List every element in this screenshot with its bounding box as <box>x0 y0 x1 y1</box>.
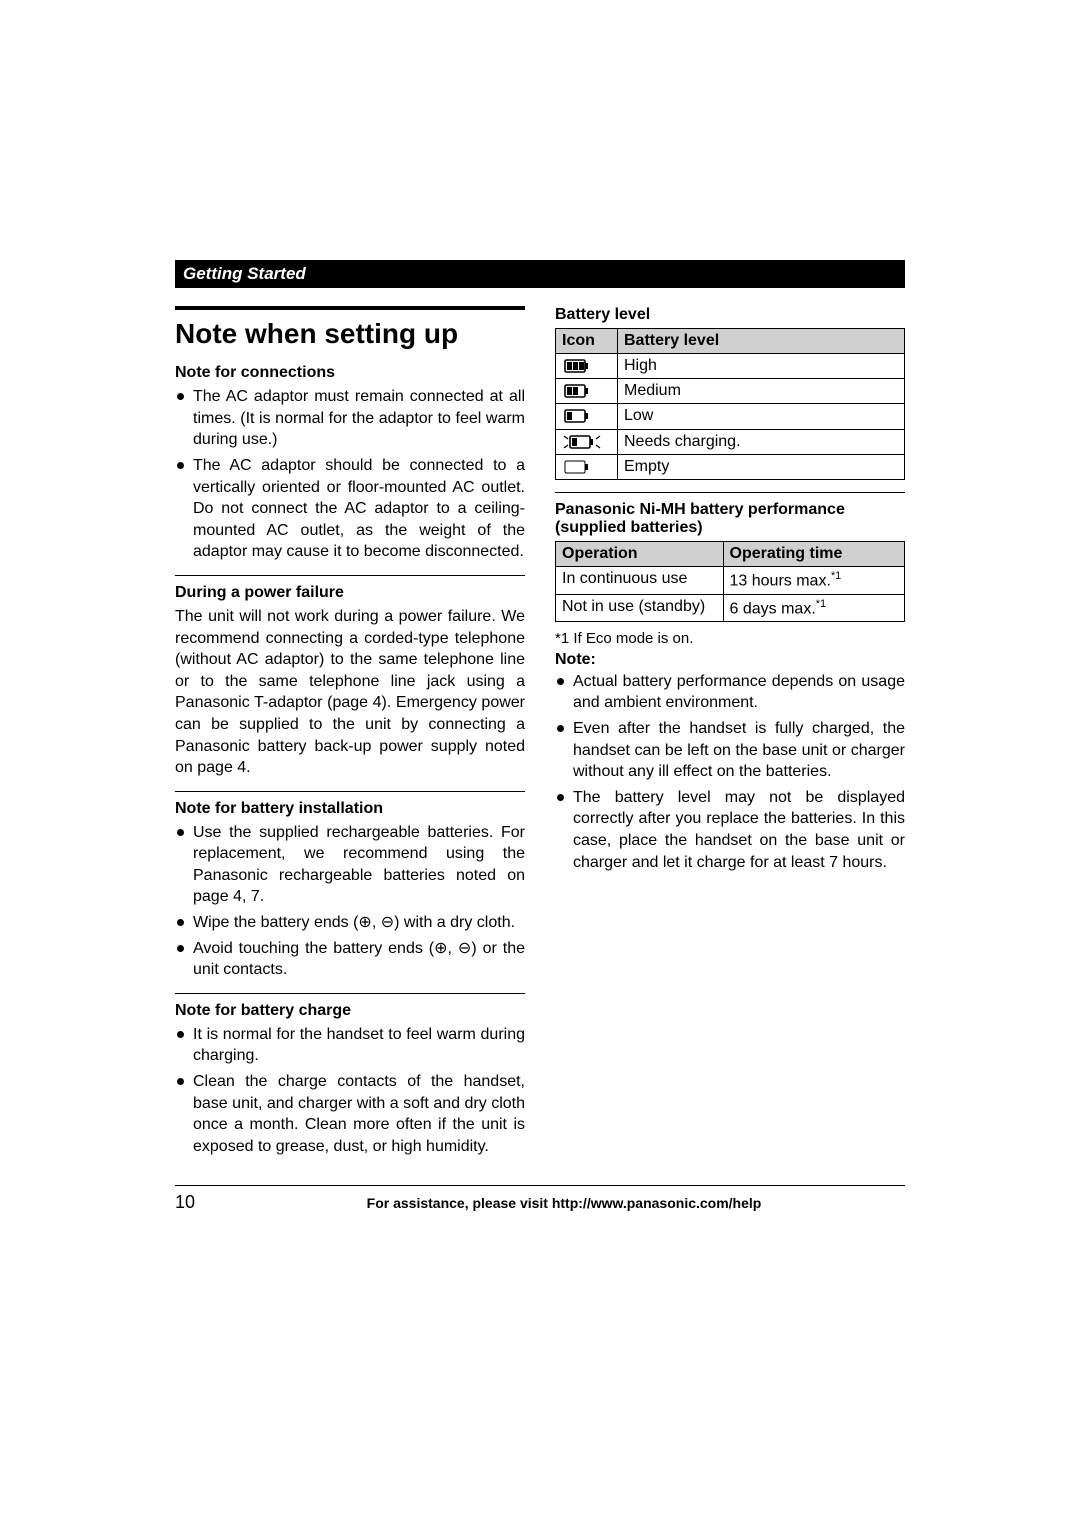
table-header-row: Icon Battery level <box>556 329 905 354</box>
operation-cell: Not in use (standby) <box>556 594 724 621</box>
battery-icon <box>562 433 602 450</box>
list-item: The battery level may not be displayed c… <box>555 787 905 873</box>
battery-icon <box>562 458 592 475</box>
table-row: Empty <box>556 454 905 479</box>
battery-install-heading: Note for battery installation <box>175 800 525 818</box>
table-header-row: Operation Operating time <box>556 542 905 567</box>
divider <box>555 492 905 493</box>
th-icon: Icon <box>556 329 618 354</box>
table-row: Medium <box>556 379 905 404</box>
list-item: Avoid touching the battery ends (⊕, ⊖) o… <box>175 938 525 981</box>
divider <box>175 993 525 994</box>
operation-cell: In continuous use <box>556 567 724 594</box>
connections-heading: Note for connections <box>175 364 525 382</box>
list-item: Clean the charge contacts of the handset… <box>175 1071 525 1157</box>
page-number: 10 <box>175 1192 223 1213</box>
left-column: Note when setting up Note for connection… <box>175 306 525 1163</box>
section-header-text: Getting Started <box>183 264 306 283</box>
footer-text: For assistance, please visit http://www.… <box>223 1195 905 1211</box>
table-row: Needs charging. <box>556 429 905 454</box>
battery-label-cell: Needs charging. <box>618 429 905 454</box>
divider <box>175 791 525 792</box>
note-label: Note: <box>555 651 905 669</box>
table-row: Low <box>556 404 905 429</box>
list-item: Even after the handset is fully charged,… <box>555 718 905 783</box>
battery-icon <box>562 357 592 374</box>
list-item: It is normal for the handset to feel war… <box>175 1024 525 1067</box>
list-item: The AC adaptor should be connected to a … <box>175 455 525 563</box>
battery-charge-list: It is normal for the handset to feel war… <box>175 1024 525 1158</box>
th-time: Operating time <box>723 542 904 567</box>
th-level: Battery level <box>618 329 905 354</box>
list-item: Use the supplied rechargeable batteries.… <box>175 822 525 908</box>
battery-label-cell: Low <box>618 404 905 429</box>
time-cell: 6 days max.*1 <box>723 594 904 621</box>
list-item: Wipe the battery ends (⊕, ⊖) with a dry … <box>175 912 525 934</box>
battery-icon-cell <box>556 354 618 379</box>
list-item: The AC adaptor must remain connected at … <box>175 386 525 451</box>
battery-install-list: Use the supplied rechargeable batteries.… <box>175 822 525 981</box>
battery-label-cell: Medium <box>618 379 905 404</box>
battery-label-cell: Empty <box>618 454 905 479</box>
battery-charge-heading: Note for battery charge <box>175 1002 525 1020</box>
battery-icon-cell <box>556 429 618 454</box>
battery-icon <box>562 408 592 425</box>
footnote: *1 If Eco mode is on. <box>555 630 905 647</box>
battery-level-heading: Battery level <box>555 306 905 324</box>
battery-label-cell: High <box>618 354 905 379</box>
time-cell: 13 hours max.*1 <box>723 567 904 594</box>
divider <box>175 575 525 576</box>
power-failure-body: The unit will not work during a power fa… <box>175 606 525 779</box>
table-row: High <box>556 354 905 379</box>
table-row: Not in use (standby)6 days max.*1 <box>556 594 905 621</box>
page-title: Note when setting up <box>175 318 525 350</box>
battery-icon-cell <box>556 404 618 429</box>
battery-icon <box>562 382 592 399</box>
battery-icon-cell <box>556 454 618 479</box>
notes-list: Actual battery performance depends on us… <box>555 671 905 873</box>
battery-icon-cell <box>556 379 618 404</box>
right-column: Battery level Icon Battery level HighMed… <box>555 306 905 1163</box>
section-header: Getting Started <box>175 260 905 288</box>
power-failure-heading: During a power failure <box>175 584 525 602</box>
title-rule <box>175 306 525 310</box>
list-item: Actual battery performance depends on us… <box>555 671 905 714</box>
battery-level-table: Icon Battery level HighMediumLowNeeds ch… <box>555 328 905 480</box>
connections-list: The AC adaptor must remain connected at … <box>175 386 525 563</box>
performance-table: Operation Operating time In continuous u… <box>555 541 905 622</box>
performance-heading: Panasonic Ni-MH battery performance (sup… <box>555 501 905 537</box>
footer: 10 For assistance, please visit http://w… <box>175 1185 905 1213</box>
two-column-layout: Note when setting up Note for connection… <box>175 306 905 1163</box>
th-operation: Operation <box>556 542 724 567</box>
table-row: In continuous use13 hours max.*1 <box>556 567 905 594</box>
